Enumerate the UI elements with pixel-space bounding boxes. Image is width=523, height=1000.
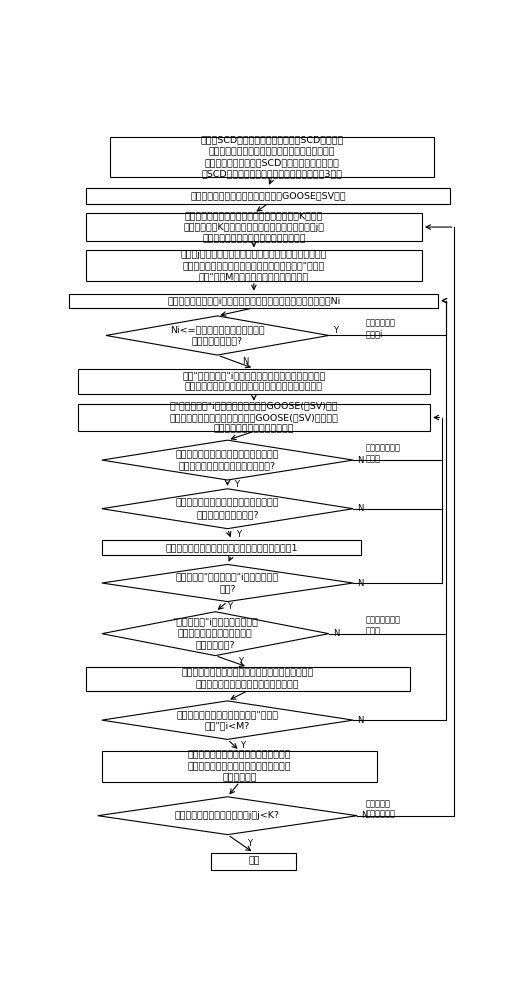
Text: 将虚连接匹配成功个数最大值对应的相同
关联对，作为当前待设计关联对的最佳匹
配目标关联对: 将虚连接匹配成功个数最大值对应的相同 关联对，作为当前待设计关联对的最佳匹 配目… [188,750,291,782]
Text: 是否处理完所有待设计关联对j，j<K?: 是否处理完所有待设计关联对j，j<K? [175,811,280,820]
Text: 是否处理完待设计关联对的所有"相同关
联对"，i<M?: 是否处理完待设计关联对的所有"相同关 联对"，i<M? [176,710,279,730]
Polygon shape [106,316,329,355]
Text: N: N [242,357,248,366]
Text: Y: Y [237,657,243,666]
FancyBboxPatch shape [77,404,430,431]
Text: 是否处理完"相同关联对"i的所有模板虚
连接?: 是否处理完"相同关联对"i的所有模板虚 连接? [176,573,279,593]
Text: 对于当前待设计接收设备，为其指定多个（如K个）发
送设备，形成K个待设计关联对。对于待设计关联对j，
给出其接收设备和发送设备的设备编码。: 对于当前待设计接收设备，为其指定多个（如K个）发 送设备，形成K个待设计关联对。… [184,211,324,243]
Text: N: N [361,811,368,820]
Text: Y: Y [228,602,233,611]
Text: N: N [357,504,363,513]
Text: 对多个SCD分别逐层解析，得到每个SCD中各设备
基本信息、每个设备拥有的各关联对、每个关联对
拥有的虚连接集。设计SCD虚连接数据库，构造模
板SCD文件表、: 对多个SCD分别逐层解析，得到每个SCD中各设备 基本信息、每个设备拥有的各关联… [200,135,344,179]
Text: 关联对i: 关联对i [365,330,383,339]
Text: 关联对: 关联对 [365,626,380,635]
Text: N: N [333,629,339,638]
FancyBboxPatch shape [211,853,297,870]
Polygon shape [102,440,353,480]
Text: Ni<=已有的目标关联对虚连接匹
配成功个数最大值?: Ni<=已有的目标关联对虚连接匹 配成功个数最大值? [170,325,265,346]
Text: N: N [357,579,363,588]
Text: 转向下一对: 转向下一对 [365,799,390,808]
Text: "相同关联对"i的虚连接匹配成功
个数大于已有的虚连接匹配成
功个数最大值?: "相同关联对"i的虚连接匹配成功 个数大于已有的虚连接匹配成 功个数最大值? [173,618,258,650]
Text: 将当前关联对的虚连接匹配成功个数赋给虚连接匹配
配成功个数最大值，记录下该关联对编号: 将当前关联对的虚连接匹配成功个数赋给虚连接匹配 配成功个数最大值，记录下该关联对… [181,669,314,689]
FancyBboxPatch shape [86,188,450,204]
FancyBboxPatch shape [86,250,422,281]
Polygon shape [102,564,353,602]
Text: 处理"相同关联对"i拥有的每条模板虚连接，检查模板虚
连接的输入虚端子和输出虚端子是否有效和被匹配上。: 处理"相同关联对"i拥有的每条模板虚连接，检查模板虚 连接的输入虚端子和输出虚端… [182,371,325,392]
Text: 把待设计接收设备的输入虚端子分为GOOSE和SV两类: 把待设计接收设备的输入虚端子分为GOOSE和SV两类 [190,191,346,200]
FancyBboxPatch shape [102,540,361,555]
Polygon shape [102,701,353,739]
Text: N: N [357,456,363,465]
Text: Y: Y [235,530,241,539]
FancyBboxPatch shape [70,294,438,308]
FancyBboxPatch shape [77,369,430,394]
Text: 转向下一对相同: 转向下一对相同 [365,616,400,625]
Text: 该模板虚连接的输入虚端子是否与待设计
接收设备的同类型输入虚端子匹配上?: 该模板虚连接的输入虚端子是否与待设计 接收设备的同类型输入虚端子匹配上? [176,450,279,470]
FancyBboxPatch shape [86,213,422,241]
Text: 带着第j对待设计关联对设备编码，查询找到与待设计关联
对具有相同接收设备编码和发送设备编码的那些"相同关
联对"（共M对）及其拥有的模板虚连接集: 带着第j对待设计关联对设备编码，查询找到与待设计关联 对具有相同接收设备编码和发… [180,250,327,282]
Polygon shape [102,612,329,656]
Text: 转向下一条模板: 转向下一条模板 [365,443,400,452]
Polygon shape [102,489,353,529]
Text: Y: Y [247,839,252,848]
Text: Y: Y [234,480,238,489]
FancyBboxPatch shape [86,667,410,691]
FancyBboxPatch shape [102,751,378,782]
Text: 当前模板虚连接被匹配上，虚连接匹配成功个数加1: 当前模板虚连接被匹配上，虚连接匹配成功个数加1 [165,543,298,552]
Text: Y: Y [333,326,338,335]
Polygon shape [98,797,357,835]
Text: 结束: 结束 [248,857,259,866]
Text: 将"相同关联对"i的当前模板虚连接的GOOSE(或SV)类型
输入虚端子只与待设计接收设备的GOOSE(或SV)同类型输
入虚端子依次进行字符串比较。: 将"相同关联对"i的当前模板虚连接的GOOSE(或SV)类型 输入虚端子只与待设… [169,402,338,433]
Text: 过滤掉该相同: 过滤掉该相同 [365,319,395,328]
Text: Y: Y [240,741,245,750]
Text: 该模板虚连接的输出虚端子是否与发送设
备的输出虚端子匹配上?: 该模板虚连接的输出虚端子是否与发送设 备的输出虚端子匹配上? [176,498,279,519]
FancyBboxPatch shape [110,137,434,177]
Text: 虚连接: 虚连接 [365,454,380,463]
Text: 待设计关联对: 待设计关联对 [365,810,395,819]
Text: N: N [357,716,363,725]
Text: 针对当前相同关联对i，获得其拥有的虚连接集合及其虚连接个数Ni: 针对当前相同关联对i，获得其拥有的虚连接集合及其虚连接个数Ni [167,296,340,305]
